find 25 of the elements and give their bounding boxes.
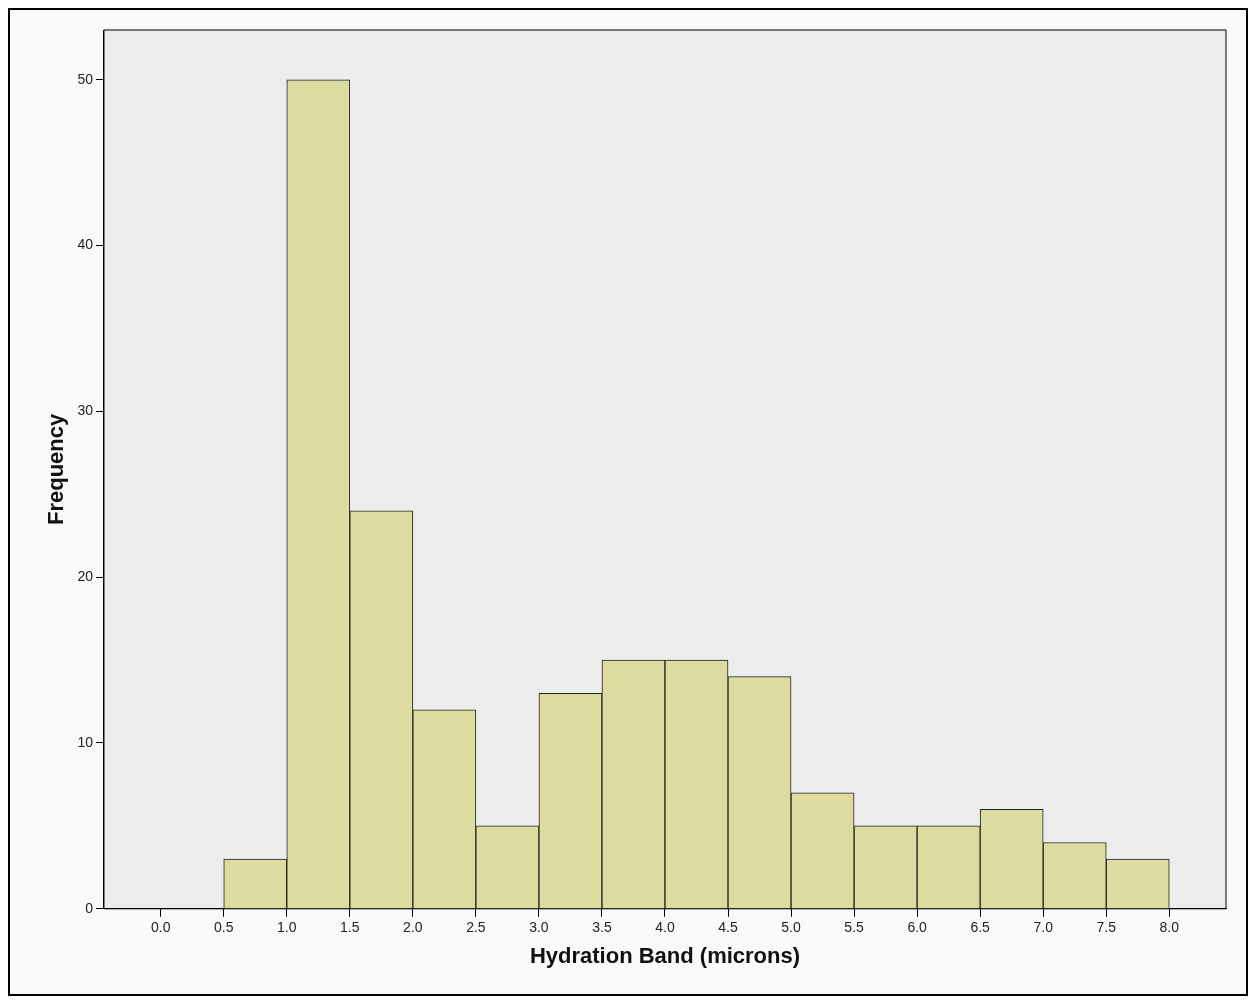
x-tick-label: 5.5 bbox=[844, 919, 865, 936]
y-tick-label: 50 bbox=[77, 70, 94, 87]
x-tick-label: 4.0 bbox=[655, 919, 675, 936]
y-tick-label: 30 bbox=[77, 402, 94, 419]
x-tick-label: 0.0 bbox=[150, 919, 171, 936]
y-axis-title: Frequency bbox=[43, 413, 69, 526]
y-tick-label: 20 bbox=[77, 568, 94, 585]
x-tick-label: 0.5 bbox=[214, 919, 234, 936]
x-tick-label: 2.5 bbox=[466, 919, 486, 936]
x-tick-label: 6.5 bbox=[970, 919, 991, 936]
x-axis-title: Hydration Band (microns) bbox=[529, 942, 801, 968]
x-tick-label: 3.5 bbox=[592, 919, 612, 936]
x-tick-label: 1.5 bbox=[340, 919, 360, 936]
x-tick-label: 7.5 bbox=[1096, 919, 1117, 936]
y-tick-label: 0 bbox=[85, 899, 94, 916]
x-tick-label: 4.5 bbox=[718, 919, 738, 936]
y-tick-label: 10 bbox=[77, 733, 94, 750]
x-tick-label: 7.0 bbox=[1033, 919, 1054, 936]
x-tick-label: 3.0 bbox=[529, 919, 549, 936]
x-tick-label: 6.0 bbox=[907, 919, 928, 936]
x-tick-label: 8.0 bbox=[1159, 919, 1180, 936]
x-tick-label: 1.0 bbox=[277, 919, 297, 936]
x-tick-label: 2.0 bbox=[403, 919, 423, 936]
y-tick-label: 40 bbox=[77, 236, 94, 253]
x-tick-label: 5.0 bbox=[781, 919, 801, 936]
